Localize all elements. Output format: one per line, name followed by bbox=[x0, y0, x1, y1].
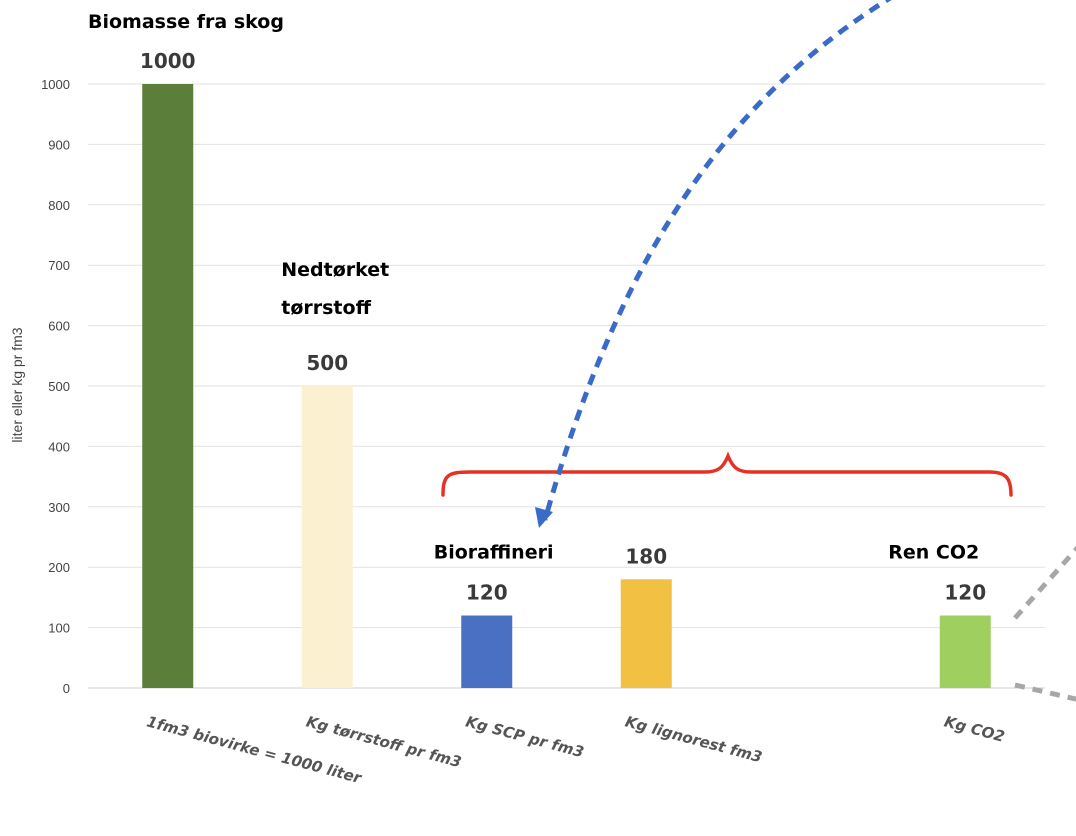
bars bbox=[142, 84, 991, 688]
value-labels: 1000 500 120 180 120 bbox=[140, 49, 986, 605]
y-tick-label: 200 bbox=[48, 560, 70, 575]
annotations: Nedtørket tørrstoff Bioraffineri Ren CO2 bbox=[281, 259, 979, 564]
y-tick-label: 900 bbox=[48, 137, 70, 152]
chart-title: Biomasse fra skog bbox=[88, 11, 284, 33]
y-tick-label: 300 bbox=[48, 500, 70, 515]
bar bbox=[939, 615, 991, 688]
gray-dashed-line-lower bbox=[1014, 682, 1076, 702]
annotation-label: Ren CO2 bbox=[888, 542, 979, 564]
gridlines bbox=[88, 83, 1045, 689]
data-label: 120 bbox=[944, 581, 986, 605]
y-tick-label: 0 bbox=[63, 681, 70, 696]
bar bbox=[620, 579, 672, 688]
blue-arrowhead bbox=[535, 507, 553, 528]
annotation-label: Bioraffineri bbox=[434, 542, 554, 564]
y-axis-label: liter eller kg pr fm3 bbox=[9, 327, 25, 442]
y-tick-label: 600 bbox=[48, 319, 70, 334]
bar bbox=[461, 615, 513, 688]
data-label: 120 bbox=[466, 581, 508, 605]
data-label: 1000 bbox=[140, 49, 196, 73]
y-tick-label: 700 bbox=[48, 258, 70, 273]
red-brace bbox=[441, 451, 1013, 497]
annotation-label: tørrstoff bbox=[281, 297, 371, 319]
y-tick-label: 800 bbox=[48, 198, 70, 213]
x-tick-label: Kg SCP pr fm3 bbox=[464, 712, 586, 761]
blue-dashed-arrow bbox=[542, 0, 892, 521]
y-tick-label: 500 bbox=[48, 379, 70, 394]
y-tick-label: 100 bbox=[48, 621, 70, 636]
gray-dashed-line-upper bbox=[1013, 545, 1076, 620]
annotation-label: Nedtørket bbox=[281, 259, 389, 281]
y-tick-label: 400 bbox=[48, 439, 70, 454]
data-label: 180 bbox=[625, 544, 667, 568]
y-tick-label: 1000 bbox=[41, 77, 70, 92]
x-tick-label: Kg CO2 bbox=[942, 712, 1006, 745]
bar bbox=[301, 386, 353, 688]
x-tick-label: Kg lignorest fm3 bbox=[623, 712, 764, 766]
bar bbox=[142, 84, 194, 688]
y-axis-ticks: 0 100 200 300 400 500 600 700 800 900 1000 bbox=[41, 77, 70, 696]
data-label: 500 bbox=[306, 351, 348, 375]
